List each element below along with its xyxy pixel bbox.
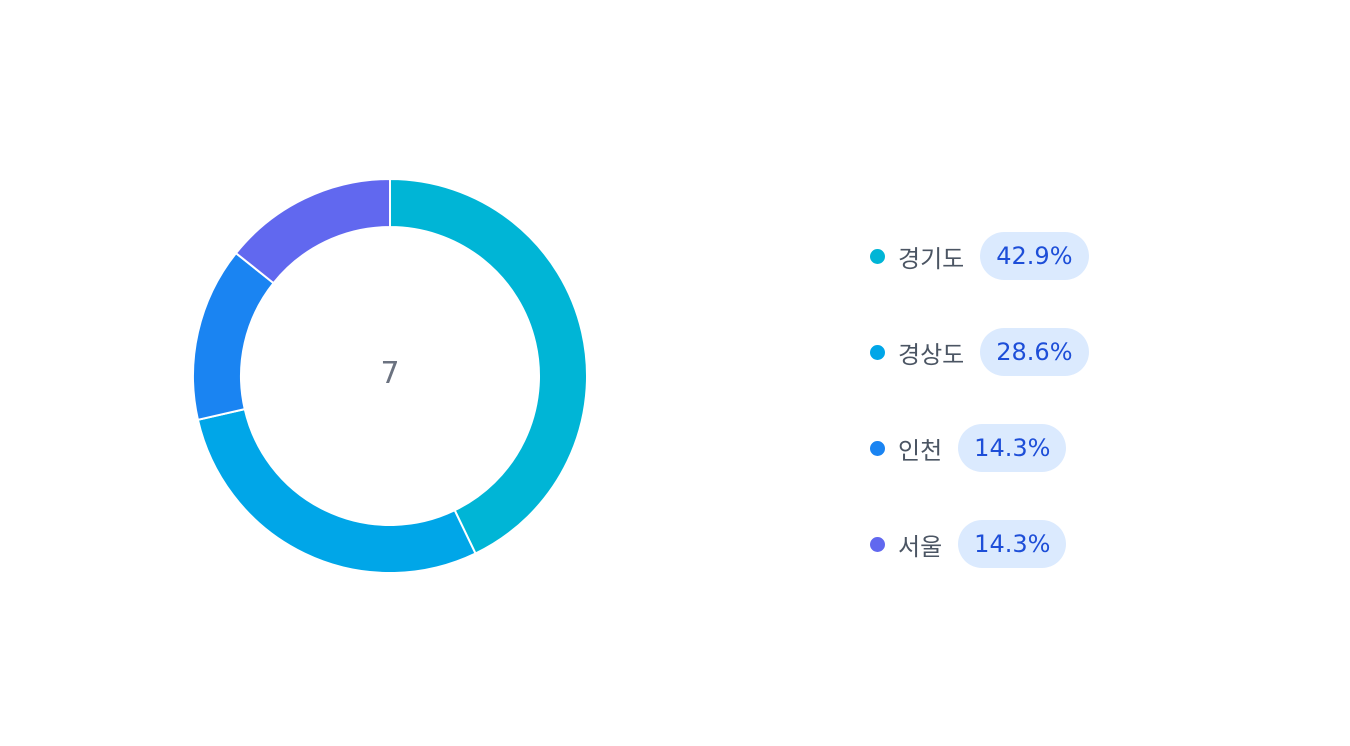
legend-swatch: [870, 248, 885, 264]
legend-label: 서울: [898, 532, 943, 561]
legend-item: 경상도 28.6%: [870, 328, 1089, 376]
donut-slices: [192, 177, 588, 574]
legend-item: 경기도 42.9%: [870, 232, 1089, 280]
legend-percent-badge: 42.9%: [980, 232, 1089, 280]
legend-percent-badge: 14.3%: [958, 520, 1067, 568]
legend-swatch: [870, 440, 885, 456]
legend-label: 경기도: [898, 244, 965, 273]
legend-percent-badge: 28.6%: [980, 328, 1089, 376]
chart-legend: 경기도 42.9% 경상도 28.6% 인천 14.3% 서울 14.3%: [870, 232, 1089, 616]
legend-percent-badge: 14.3%: [958, 424, 1067, 472]
legend-item: 인천 14.3%: [870, 424, 1089, 472]
legend-item: 서울 14.3%: [870, 520, 1089, 568]
donut-center-total: 7: [380, 356, 399, 391]
legend-swatch: [870, 344, 885, 360]
legend-swatch: [870, 536, 885, 552]
donut-slice-3: [192, 251, 275, 422]
legend-label: 경상도: [898, 340, 965, 369]
legend-label: 인천: [898, 436, 943, 465]
donut-slice-4: [234, 177, 391, 285]
donut-slice-2: [196, 407, 477, 574]
donut-slice-1: [389, 177, 588, 555]
